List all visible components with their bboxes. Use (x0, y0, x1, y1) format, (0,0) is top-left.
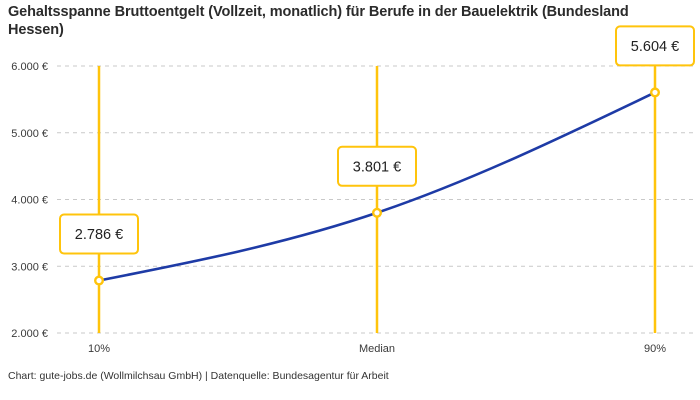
annotation-box (337, 145, 417, 187)
chart-source-credit: Chart: gute-jobs.de (Wollmilchsau GmbH) … (8, 370, 389, 382)
annotation-box (615, 25, 695, 67)
y-axis-tick-label: 4.000 € (11, 195, 48, 207)
y-axis-tick-label: 5.000 € (11, 128, 48, 140)
annotation-value-label: 3.801 € (353, 159, 401, 175)
data-point-marker (372, 207, 383, 218)
y-axis-tick-label: 3.000 € (11, 261, 48, 273)
chart-title: Gehaltsspanne Bruttoentgelt (Vollzeit, m… (8, 4, 629, 38)
annotation-value-label: 2.786 € (75, 227, 123, 243)
annotation-value-label: 5.604 € (631, 39, 679, 55)
x-axis-tick-label: 10% (88, 343, 110, 355)
y-axis-tick-label: 6.000 € (11, 61, 48, 73)
x-axis-tick-label: 90% (644, 343, 666, 355)
data-point-marker (93, 275, 104, 286)
x-axis-tick-label: Median (359, 343, 395, 355)
y-axis-tick-label: 2.000 € (11, 328, 48, 340)
data-point-marker (650, 87, 661, 98)
annotation-box (59, 213, 139, 255)
